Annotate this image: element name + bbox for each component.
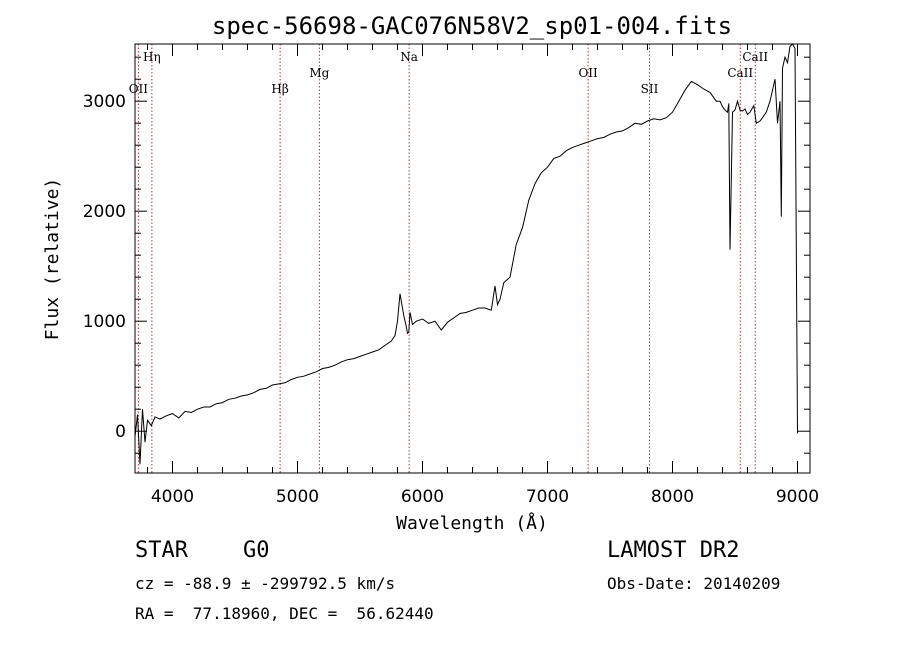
obs-date: Obs-Date: 20140209	[607, 574, 781, 593]
y-tick-label: 0	[115, 422, 126, 442]
spectral-line-label: OII	[129, 82, 149, 96]
x-tick-label: 8000	[651, 487, 694, 507]
spectral-line-label: CaII	[727, 66, 753, 80]
y-axis-label: Flux (relative)	[42, 178, 63, 341]
flux-line	[134, 43, 798, 465]
x-tick-label: 5000	[276, 487, 319, 507]
spectral-line-label: Na	[400, 50, 418, 64]
x-tick-label: 9000	[776, 487, 819, 507]
spectral-line-label: Hβ	[271, 82, 288, 96]
spectral-line-label: CaII	[742, 50, 768, 64]
ra-dec-readout: RA = 77.18960, DEC = 56.62440	[135, 604, 434, 623]
y-tick-label: 1000	[83, 312, 126, 332]
spectral-lines: Hη OII Hβ Mg Na OII SII CaII CaII	[129, 44, 768, 473]
y-tick-label: 3000	[83, 92, 126, 112]
spectral-line-label: SII	[641, 82, 659, 96]
x-tick-label: 6000	[401, 487, 444, 507]
y-tick-label: 2000	[83, 202, 126, 222]
survey-name: LAMOST DR2	[607, 538, 740, 563]
plot-frame	[134, 43, 811, 474]
x-tick-label: 4000	[151, 487, 194, 507]
redshift-readout: cz = -88.9 ± -299792.5 km/s	[135, 574, 396, 593]
object-subclass: G0	[243, 538, 270, 563]
spectral-line-label: Hη	[143, 50, 161, 64]
axis-ticks: 4000 5000 6000 7000 8000 9000 0 1000 2000 3000	[83, 44, 819, 507]
spectral-line-label: OII	[578, 66, 598, 80]
spectral-line-label: Mg	[309, 66, 329, 80]
x-axis-label: Wavelength (Å)	[396, 512, 548, 534]
object-class: STAR	[135, 538, 188, 563]
chart-title: spec-56698-GAC076N58V2_sp01-004.fits	[212, 12, 732, 40]
x-tick-label: 7000	[526, 487, 569, 507]
